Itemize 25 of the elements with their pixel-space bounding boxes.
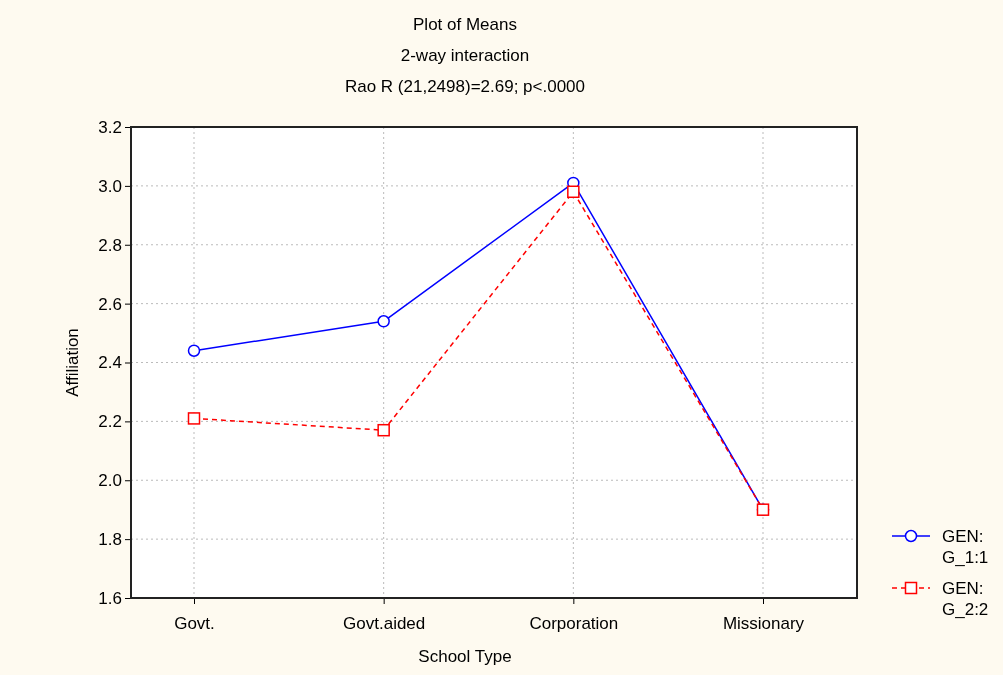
- chart-title: Plot of Means: [413, 15, 517, 34]
- x-tick-label: Govt.: [174, 614, 215, 634]
- y-tick-label: 1.8: [98, 530, 122, 550]
- y-tick-label: 2.2: [98, 412, 122, 432]
- y-tick-label: 2.4: [98, 353, 122, 373]
- x-tick-label: Corporation: [529, 614, 619, 634]
- y-tick-label: 2.8: [98, 235, 122, 255]
- x-tick-label: Missionary: [722, 614, 805, 634]
- y-tick-label: 2.6: [98, 294, 122, 314]
- text: Rao R (21,2498)=2.69; p<.0000: [344, 77, 586, 96]
- point: [187, 344, 201, 357]
- x-axis-title: School Type: [418, 647, 512, 666]
- y-axis-title: Affiliation: [63, 328, 82, 397]
- y-tick-label: 1.6: [98, 588, 122, 608]
- point: [187, 412, 201, 425]
- y-tick-label: 2.0: [98, 471, 122, 491]
- point: [377, 423, 390, 437]
- legend-label: GEN: G_1:1: [942, 527, 989, 567]
- y-tick-label: 3.0: [98, 176, 122, 196]
- point: [567, 185, 580, 199]
- point: [377, 315, 390, 328]
- chart-subtitle: 2-way interaction: [400, 46, 530, 65]
- x-tick-label: Govt.aided: [343, 614, 426, 634]
- y-tick-label: 3.2: [98, 117, 122, 137]
- legend-label: GEN: G_2:2: [942, 579, 989, 619]
